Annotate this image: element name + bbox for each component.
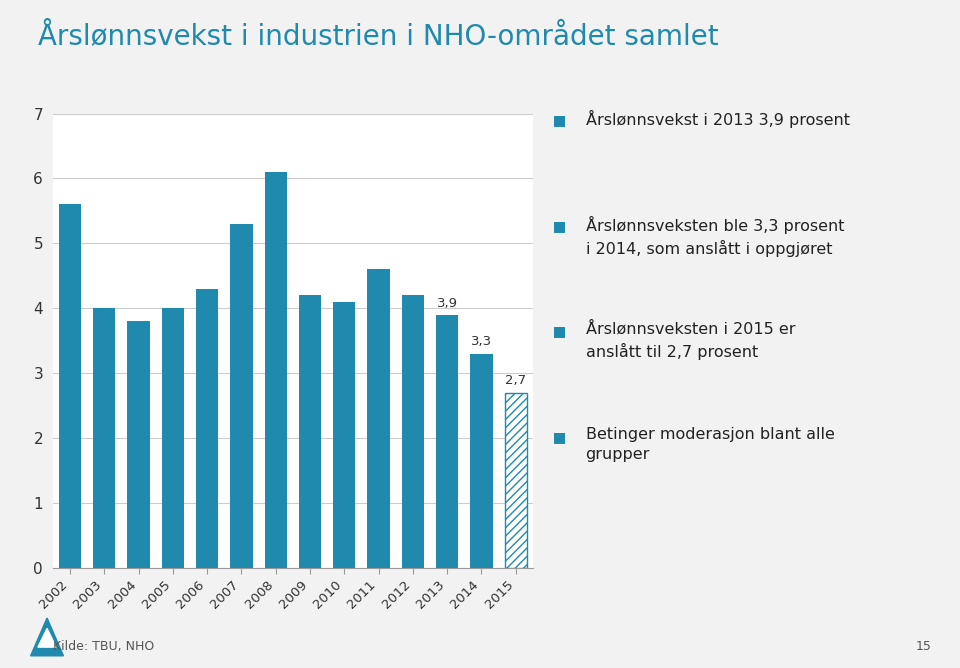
Bar [128, 321, 150, 568]
Text: Årslønnsvekst i 2013 3,9 prosent: Årslønnsvekst i 2013 3,9 prosent [586, 110, 850, 128]
Text: 2,7: 2,7 [505, 374, 526, 387]
Bar [230, 224, 252, 568]
Bar [265, 172, 287, 568]
Text: Årslønnsveksten ble 3,3 prosent
i 2014, som anslått i oppgjøret: Årslønnsveksten ble 3,3 prosent i 2014, … [586, 216, 844, 257]
Text: Årslønnsvekst i industrien i NHO-området samlet: Årslønnsvekst i industrien i NHO-området… [38, 22, 719, 50]
Text: ▪: ▪ [552, 110, 567, 130]
Bar [401, 295, 424, 568]
Text: Årslønnsveksten i 2015 er
anslått til 2,7 prosent: Årslønnsveksten i 2015 er anslått til 2,… [586, 321, 795, 360]
Text: ▪: ▪ [552, 216, 567, 236]
Text: ▪: ▪ [552, 321, 567, 341]
Bar [59, 204, 81, 568]
Text: 15: 15 [915, 641, 931, 653]
Bar [470, 353, 492, 568]
Text: Kilde: TBU, NHO: Kilde: TBU, NHO [53, 641, 154, 653]
Bar [368, 269, 390, 568]
Bar [436, 315, 458, 568]
Bar [161, 308, 184, 568]
Bar [505, 393, 527, 568]
Polygon shape [31, 618, 63, 656]
Bar [333, 302, 355, 568]
Text: ▪: ▪ [552, 427, 567, 447]
Bar [299, 295, 321, 568]
Text: 3,9: 3,9 [437, 297, 458, 309]
Polygon shape [38, 629, 56, 647]
Text: Betinger moderasjon blant alle
grupper: Betinger moderasjon blant alle grupper [586, 427, 834, 462]
Bar [93, 308, 115, 568]
Bar [196, 289, 218, 568]
Text: 3,3: 3,3 [470, 335, 492, 349]
